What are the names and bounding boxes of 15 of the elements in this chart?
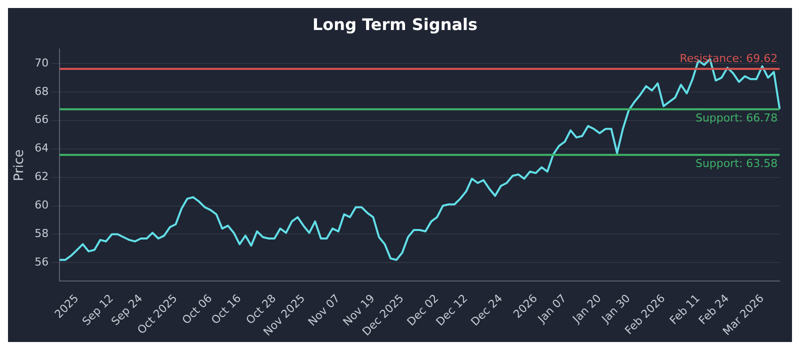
y-tick-label: 62 bbox=[34, 170, 49, 184]
ref-line-label: Support: 66.78 bbox=[695, 112, 778, 125]
y-tick-label: 68 bbox=[34, 84, 49, 98]
y-tick-label: 58 bbox=[34, 227, 49, 240]
y-tick-label: 60 bbox=[34, 198, 49, 212]
y-tick-label: 70 bbox=[34, 56, 49, 70]
y-tick-label: 56 bbox=[34, 256, 49, 269]
chart-title: Long Term Signals bbox=[312, 14, 478, 34]
x-tick-label: Dec 24 bbox=[468, 292, 506, 328]
ref-line-label: Resistance: 69.62 bbox=[680, 52, 778, 66]
ref-line-label: Support: 63.58 bbox=[695, 157, 778, 170]
y-axis-title: Price bbox=[12, 149, 28, 182]
x-tick-label: Nov 07 bbox=[306, 292, 342, 329]
y-tick-label: 66 bbox=[34, 113, 49, 126]
y-tick-label: 64 bbox=[34, 142, 49, 155]
